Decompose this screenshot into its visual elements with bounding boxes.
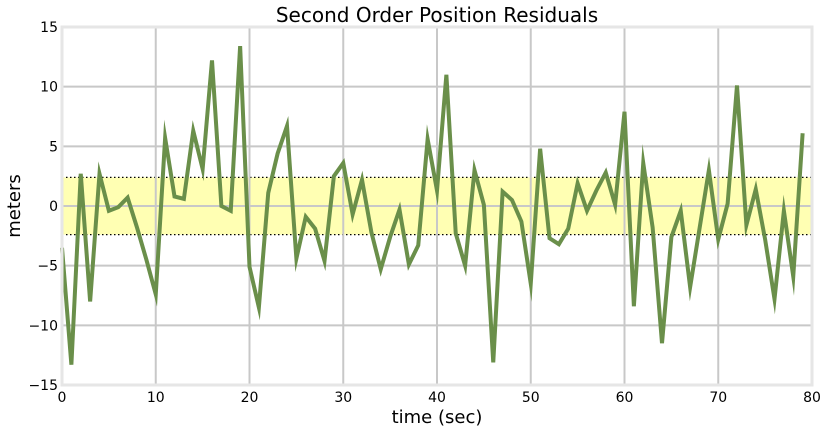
- x-tick-label: 20: [241, 390, 259, 406]
- x-tick-label: 60: [616, 390, 634, 406]
- x-tick-label: 70: [709, 390, 727, 406]
- plot-frame: [60, 25, 814, 387]
- x-tick-label: 0: [58, 390, 67, 406]
- residual-line: [60, 45, 805, 365]
- y-tick-label: 5: [49, 139, 58, 155]
- y-tick-label: −10: [28, 318, 58, 334]
- x-axis-label: time (sec): [392, 407, 483, 428]
- y-axis-label: meters: [4, 174, 25, 238]
- chart-title: Second Order Position Residuals: [276, 3, 598, 27]
- tick-labels: 0 10 20 30 40 50 60 70 80 −15 −10 −5 0 5 10 15: [28, 20, 820, 406]
- y-tick-label: 0: [49, 199, 58, 215]
- x-tick-label: 40: [428, 390, 446, 406]
- y-tick-label: −15: [28, 378, 58, 394]
- y-tick-label: −5: [37, 259, 58, 275]
- grid: [62, 27, 812, 385]
- y-tick-label: 10: [40, 80, 58, 96]
- residual-series: [60, 45, 805, 365]
- x-tick-label: 80: [803, 390, 821, 406]
- y-tick-label: 15: [40, 20, 58, 36]
- x-tick-label: 50: [522, 390, 540, 406]
- x-tick-label: 10: [147, 390, 165, 406]
- x-tick-label: 30: [334, 390, 352, 406]
